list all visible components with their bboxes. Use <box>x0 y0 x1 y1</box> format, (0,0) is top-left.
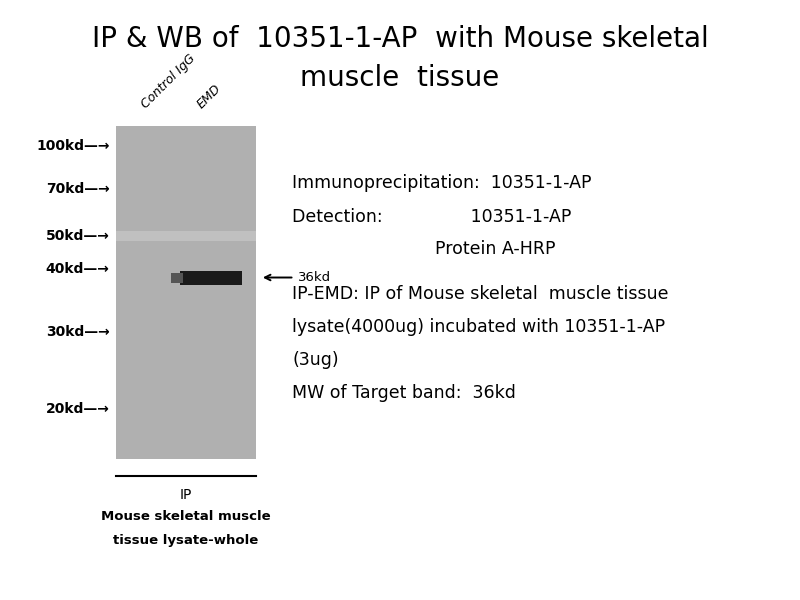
Text: muscle  tissue: muscle tissue <box>300 64 500 92</box>
Text: lysate(4000ug) incubated with 10351-1-AP: lysate(4000ug) incubated with 10351-1-AP <box>292 318 665 336</box>
Text: EMD: EMD <box>195 82 224 111</box>
Bar <box>170 274 183 283</box>
Text: 100kd—→: 100kd—→ <box>36 139 110 153</box>
Text: IP-EMD: IP of Mouse skeletal  muscle tissue: IP-EMD: IP of Mouse skeletal muscle tiss… <box>292 285 669 303</box>
Text: 40kd—→: 40kd—→ <box>46 262 110 276</box>
Text: 30kd—→: 30kd—→ <box>46 325 110 340</box>
Text: 36kd: 36kd <box>298 271 330 284</box>
Text: Mouse skeletal muscle: Mouse skeletal muscle <box>101 510 271 523</box>
Text: WWW.PTGLAB.COM: WWW.PTGLAB.COM <box>124 256 133 329</box>
Bar <box>116 126 256 459</box>
Text: 70kd—→: 70kd—→ <box>46 182 110 196</box>
Text: 50kd—→: 50kd—→ <box>46 229 110 243</box>
Text: MW of Target band:  36kd: MW of Target band: 36kd <box>292 384 516 402</box>
Text: (3ug): (3ug) <box>292 351 338 369</box>
Text: IP: IP <box>180 488 192 502</box>
Text: Control IgG: Control IgG <box>139 52 198 111</box>
Text: tissue lysate-whole: tissue lysate-whole <box>114 534 258 547</box>
Text: 20kd—→: 20kd—→ <box>46 402 110 416</box>
Bar <box>116 231 256 241</box>
Text: Immunoprecipitation:  10351-1-AP: Immunoprecipitation: 10351-1-AP <box>292 174 591 192</box>
Text: Protein A-HRP: Protein A-HRP <box>292 240 555 258</box>
Text: Detection:                10351-1-AP: Detection: 10351-1-AP <box>292 208 571 226</box>
Text: IP & WB of  10351-1-AP  with Mouse skeletal: IP & WB of 10351-1-AP with Mouse skeleta… <box>92 25 708 53</box>
Bar <box>180 271 242 284</box>
